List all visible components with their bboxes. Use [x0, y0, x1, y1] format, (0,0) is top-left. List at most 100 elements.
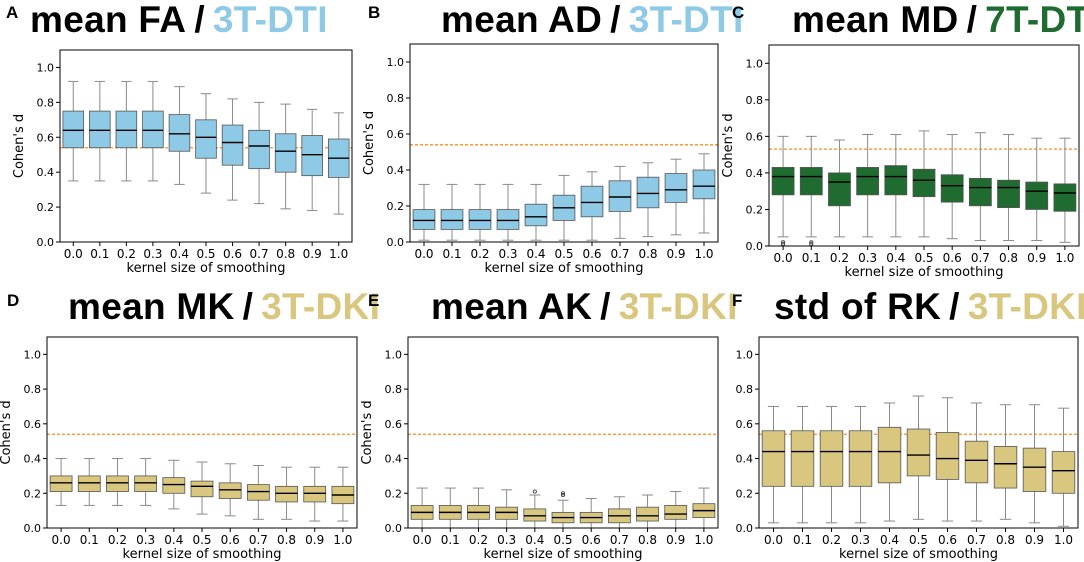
- y-tick-label: 0.2: [37, 201, 55, 214]
- box: [495, 506, 519, 520]
- panel-title: mean AD/3T-DTI: [441, 0, 744, 40]
- box: [664, 505, 688, 520]
- x-tick-label: 1.0: [333, 533, 352, 547]
- x-tick-label: 0.9: [666, 533, 685, 547]
- x-tick-label: 0.0: [64, 247, 83, 261]
- x-tick-label: 0.2: [117, 247, 136, 261]
- box: [77, 475, 101, 492]
- box: [168, 114, 191, 152]
- box: [790, 430, 815, 487]
- x-tick-label: 0.1: [441, 533, 460, 547]
- y-tick-label: 0.6: [37, 131, 55, 144]
- y-axis-label: Cohen's d: [0, 400, 14, 464]
- box: [997, 179, 1020, 209]
- box: [636, 176, 660, 209]
- x-tick-label: 0.9: [666, 247, 685, 261]
- panel-letter: D: [7, 291, 20, 310]
- y-tick-label: 1.0: [385, 348, 403, 361]
- box: [190, 480, 214, 498]
- box: [468, 209, 492, 230]
- box: [968, 177, 992, 207]
- box: [218, 482, 242, 499]
- y-tick-label: 0.0: [37, 236, 55, 249]
- box: [912, 168, 936, 198]
- x-tick-label: 1.0: [694, 247, 713, 261]
- outlier-point: [809, 240, 814, 245]
- y-tick-label: 1.0: [24, 348, 42, 361]
- title-separator: /: [949, 286, 960, 327]
- box: [89, 110, 111, 149]
- panel-b: B mean AD/3T-DTI 0.0 0.2 0.4 0.6 0.8 1.0 0.0 0.…: [361, 0, 743, 281]
- box: [49, 475, 73, 492]
- box: [301, 135, 323, 177]
- box: [580, 185, 604, 218]
- x-tick-label: 0.3: [136, 533, 155, 547]
- x-tick-label: 0.0: [764, 533, 783, 547]
- outlier-point: [560, 492, 566, 498]
- y-tick-label: 0.6: [736, 418, 754, 431]
- boxplot-chart: 0.0 0.2 0.4 0.6 0.8 1.0 0.0 0.1 0.2 0.3 0.4 0.5 0.6 0…: [722, 44, 1080, 280]
- y-tick-label: 0.6: [746, 130, 764, 143]
- box: [771, 167, 795, 196]
- box: [275, 485, 298, 503]
- panel-c: C mean MD/7T-DTI 0.00.20.40.60.81.00.00.…: [722, 0, 1084, 281]
- x-tick-label: 0.2: [469, 533, 488, 547]
- y-tick-label: 0.2: [746, 203, 764, 216]
- x-tick-label: 0.8: [996, 533, 1015, 547]
- x-tick-label: 0.9: [305, 533, 324, 547]
- title-separator: /: [242, 286, 254, 327]
- outlier-point: [781, 240, 786, 245]
- title-dataset: 3T-DKI: [618, 286, 738, 327]
- box: [303, 485, 327, 503]
- y-tick-label: 0.4: [736, 453, 754, 466]
- x-tick-label: 0.3: [498, 247, 517, 261]
- box: [828, 172, 851, 207]
- y-tick-label: 0.4: [37, 166, 55, 179]
- y-tick-label: 0.2: [24, 487, 42, 500]
- x-tick-label: 0.6: [582, 247, 601, 261]
- box: [884, 165, 908, 196]
- x-tick-label: 0.5: [196, 247, 215, 261]
- box: [877, 426, 902, 484]
- title-dataset: 3T-DTI: [628, 0, 744, 40]
- boxplot-chart: 0.0 0.2 0.4 0.6 0.8 1.0 0.0 0.1 0.2 0.3 0.4 0.5 0.6 0…: [0, 336, 358, 562]
- x-axis-label: kernel size of smoothing: [485, 261, 644, 276]
- title-metric: mean MD: [792, 0, 959, 40]
- boxplot-chart: 0.0 0.2 0.4 0.6 0.8 1.0 0.0 0.1 0.2 0.3 0.4 0.5 0.6 0…: [361, 336, 719, 562]
- x-tick-label: 0.5: [909, 533, 928, 547]
- x-tick-label: 0.7: [971, 251, 990, 265]
- y-tick-label: 0.0: [24, 522, 42, 535]
- box: [496, 209, 520, 230]
- box: [1053, 183, 1077, 212]
- box: [162, 477, 186, 494]
- y-tick-label: 1.0: [746, 57, 764, 70]
- y-tick-label: 0.0: [746, 240, 764, 253]
- title-separator: /: [966, 0, 978, 40]
- x-tick-label: 0.6: [221, 533, 240, 547]
- x-tick-label: 1.0: [1054, 533, 1073, 547]
- box: [134, 475, 158, 492]
- y-tick-label: 0.8: [746, 94, 764, 107]
- x-tick-label: 0.5: [553, 533, 572, 547]
- box: [274, 133, 297, 173]
- y-tick-label: 0.8: [37, 96, 55, 109]
- x-tick-label: 1.0: [1055, 251, 1074, 265]
- title-metric: mean AK: [431, 286, 593, 327]
- box: [221, 124, 244, 166]
- box: [246, 484, 270, 501]
- outlier-point: [532, 489, 537, 494]
- x-tick-label: 0.0: [774, 251, 793, 265]
- x-axis-label: kernel size of smoothing: [123, 547, 282, 562]
- x-tick-label: 0.4: [886, 251, 905, 265]
- box: [856, 167, 880, 196]
- x-tick-label: 0.2: [108, 533, 127, 547]
- box: [115, 110, 138, 149]
- x-tick-label: 0.6: [943, 251, 962, 265]
- box: [1051, 451, 1076, 494]
- y-tick-label: 0.6: [385, 418, 403, 431]
- panel-a: A mean FA/3T-DTI 0.0 0.2 0.4 0.6 0.8 1.0 0.0 0.…: [0, 0, 361, 281]
- x-tick-label: 0.8: [638, 533, 657, 547]
- box: [761, 430, 786, 487]
- y-tick-label: 0.8: [387, 92, 405, 105]
- x-tick-label: 0.2: [822, 533, 841, 547]
